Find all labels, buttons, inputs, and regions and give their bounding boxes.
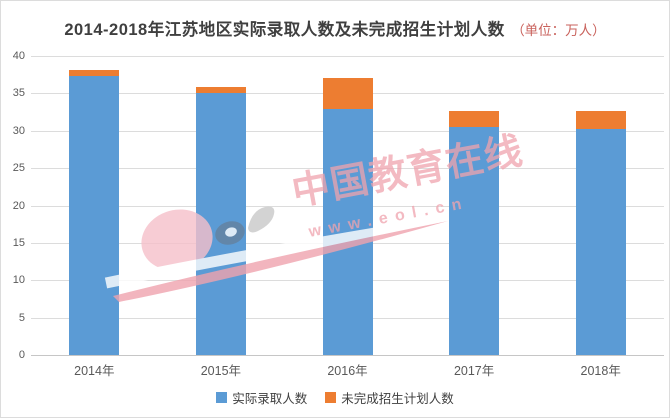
chart-title: 2014-2018年江苏地区实际录取人数及未完成招生计划人数 （单位：万人）	[1, 16, 669, 40]
legend-label-unfilled-plan: 未完成招生计划人数	[341, 392, 454, 406]
legend-swatch-blue	[216, 392, 228, 403]
y-axis-label-40: 40	[12, 50, 25, 62]
y-axis-label-35: 35	[12, 87, 25, 100]
x-axis-label-2017年: 2017年	[453, 364, 495, 378]
chart-title-text: 2014-2018年江苏地区实际录取人数及未完成招生计划人数	[64, 21, 505, 39]
y-axis-label-10: 10	[12, 274, 25, 287]
y-axis-label-30: 30	[12, 124, 25, 137]
gridline-0	[31, 355, 664, 356]
legend: 实际录取人数 未完成招生计划人数	[1, 388, 669, 407]
x-axis-label-2014年: 2014年	[74, 364, 115, 378]
gridline-40	[31, 56, 664, 57]
y-axis-label-20: 20	[12, 199, 25, 212]
bar-2018年-unfilled-plan	[575, 110, 626, 130]
y-axis-label-0: 0	[18, 349, 25, 361]
x-axis-label-2016年: 2016年	[327, 364, 368, 378]
bar-2017年-unfilled-plan	[449, 110, 500, 127]
bar-2015年-unfilled-plan	[195, 87, 246, 93]
y-axis-label-25: 25	[12, 162, 25, 175]
bar-2014年-actual-admitted	[69, 76, 120, 355]
legend-label-actual-admitted: 实际录取人数	[232, 392, 308, 406]
x-axis-label-2018年: 2018年	[580, 364, 621, 378]
x-axis-label-2015年: 2015年	[200, 364, 242, 378]
legend-item-actual-admitted: 实际录取人数	[216, 388, 307, 407]
legend-swatch-orange	[325, 392, 337, 403]
bar-2015年-actual-admitted	[195, 92, 246, 355]
bar-2014年-unfilled-plan	[69, 70, 120, 77]
y-axis-label-15: 15	[12, 236, 25, 249]
y-axis-label-5: 5	[18, 311, 25, 324]
bar-2018年-actual-admitted	[575, 129, 626, 355]
chart-title-unit-note: （单位：万人）	[511, 23, 606, 38]
bar-2016年-unfilled-plan	[322, 77, 373, 110]
bar-2017年-actual-admitted	[449, 127, 500, 355]
legend-item-unfilled-plan: 未完成招生计划人数	[325, 388, 454, 407]
bar-2016年-actual-admitted	[322, 109, 373, 355]
